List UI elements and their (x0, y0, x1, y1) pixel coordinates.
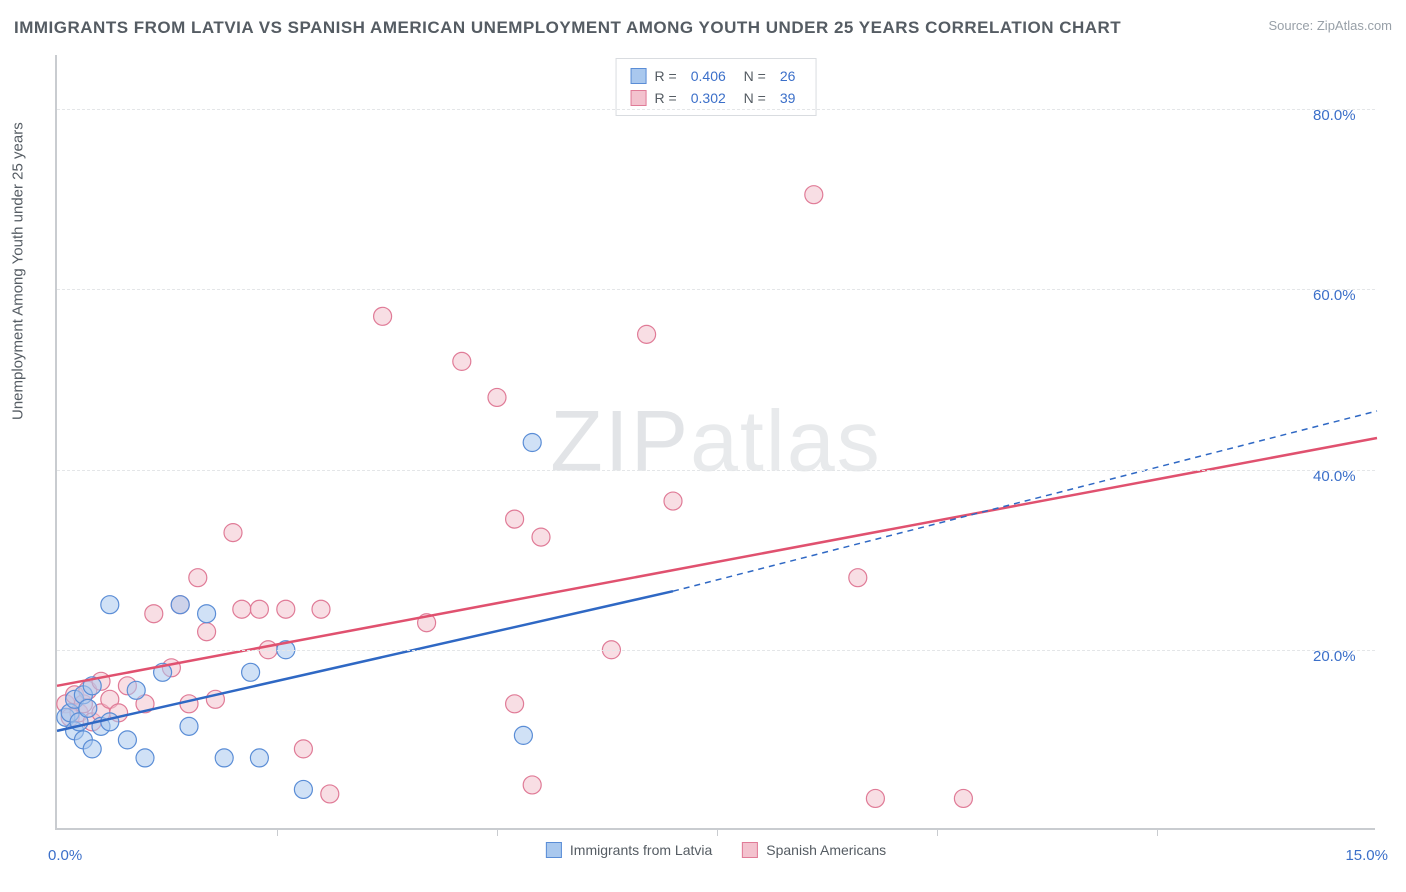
data-point (250, 749, 268, 767)
legend-label-spanish: Spanish Americans (766, 842, 886, 858)
swatch-latvia-bottom (546, 842, 562, 858)
data-point (294, 740, 312, 758)
data-point (664, 492, 682, 510)
data-point (294, 780, 312, 798)
y-tick-label: 40.0% (1313, 468, 1356, 485)
data-point (523, 434, 541, 452)
y-axis-label: Unemployment Among Youth under 25 years (10, 122, 27, 420)
gridline (57, 289, 1375, 290)
data-point (488, 388, 506, 406)
data-point (532, 528, 550, 546)
data-point (954, 789, 972, 807)
data-point (79, 699, 97, 717)
r-value-spanish: 0.302 (691, 87, 726, 109)
data-point (83, 740, 101, 758)
n-value-spanish: 39 (780, 87, 796, 109)
data-point (198, 605, 216, 623)
x-tick (717, 828, 718, 836)
data-point (224, 524, 242, 542)
data-point (277, 600, 295, 618)
gridline (57, 109, 1375, 110)
data-point (189, 569, 207, 587)
r-value-latvia: 0.406 (691, 65, 726, 87)
data-point (506, 510, 524, 528)
data-point (180, 695, 198, 713)
trend-line (57, 438, 1377, 686)
data-point (233, 600, 251, 618)
data-point (523, 776, 541, 794)
swatch-spanish-bottom (742, 842, 758, 858)
x-min-label: 0.0% (48, 847, 82, 864)
y-tick-label: 80.0% (1313, 107, 1356, 124)
correlation-row-spanish: R = 0.302 N = 39 (631, 87, 802, 109)
data-point (145, 605, 163, 623)
data-point (198, 623, 216, 641)
data-point (805, 186, 823, 204)
data-point (250, 600, 268, 618)
swatch-latvia (631, 68, 647, 84)
data-point (180, 717, 198, 735)
data-point (312, 600, 330, 618)
x-tick (937, 828, 938, 836)
chart-svg (57, 55, 1375, 828)
swatch-spanish (631, 90, 647, 106)
data-point (453, 352, 471, 370)
data-point (514, 726, 532, 744)
n-value-latvia: 26 (780, 65, 796, 87)
title-bar: IMMIGRANTS FROM LATVIA VS SPANISH AMERIC… (14, 18, 1392, 38)
data-point (101, 596, 119, 614)
data-point (136, 749, 154, 767)
correlation-row-latvia: R = 0.406 N = 26 (631, 65, 802, 87)
plot-area: ZIPatlas R = 0.406 N = 26 R = 0.302 N = … (55, 55, 1375, 830)
legend-item-spanish: Spanish Americans (742, 842, 886, 858)
x-tick (497, 828, 498, 836)
data-point (118, 731, 136, 749)
x-tick (1157, 828, 1158, 836)
x-max-label: 15.0% (1345, 847, 1388, 864)
data-point (638, 325, 656, 343)
source-label: Source: ZipAtlas.com (1268, 18, 1392, 33)
x-tick (277, 828, 278, 836)
legend-item-latvia: Immigrants from Latvia (546, 842, 712, 858)
gridline (57, 470, 1375, 471)
y-tick-label: 20.0% (1313, 648, 1356, 665)
legend-label-latvia: Immigrants from Latvia (570, 842, 712, 858)
data-point (171, 596, 189, 614)
data-point (101, 713, 119, 731)
y-tick-label: 60.0% (1313, 287, 1356, 304)
data-point (506, 695, 524, 713)
data-point (127, 681, 145, 699)
series-legend: Immigrants from Latvia Spanish Americans (546, 842, 886, 858)
data-point (215, 749, 233, 767)
data-point (374, 307, 392, 325)
data-point (849, 569, 867, 587)
correlation-legend: R = 0.406 N = 26 R = 0.302 N = 39 (616, 58, 817, 116)
data-point (321, 785, 339, 803)
chart-title: IMMIGRANTS FROM LATVIA VS SPANISH AMERIC… (14, 18, 1121, 38)
data-point (242, 663, 260, 681)
trend-line (673, 411, 1377, 591)
data-point (866, 789, 884, 807)
gridline (57, 650, 1375, 651)
